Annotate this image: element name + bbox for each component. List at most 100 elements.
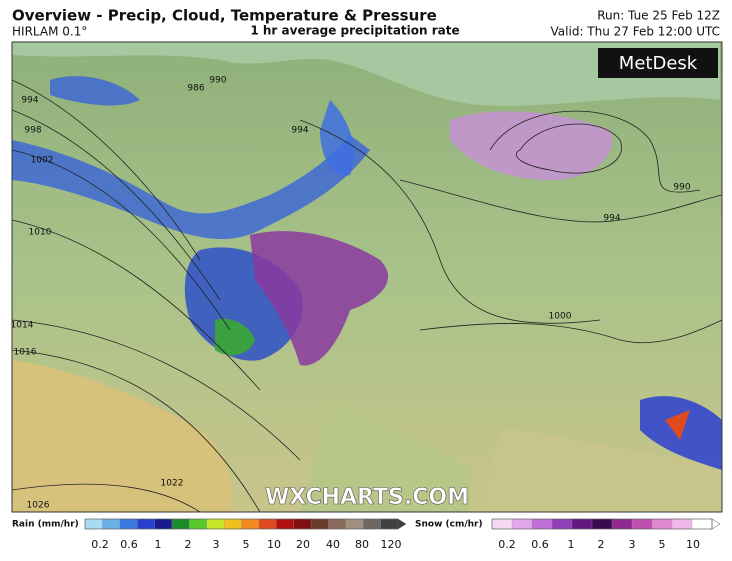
legend-swatch [651, 518, 673, 530]
legend-swatch [102, 518, 121, 530]
precip-north-sea [320, 100, 354, 176]
isobar-label: 1000 [549, 312, 572, 322]
legend-label: 40 [326, 538, 340, 551]
legend-swatch [119, 518, 138, 530]
legend-swatch [380, 518, 399, 530]
legend-label: 0.2 [498, 538, 516, 551]
title: Overview - Precip, Cloud, Temperature & … [12, 7, 437, 25]
isobar-label: 1002 [31, 156, 54, 166]
isobar [489, 110, 701, 193]
isobar-label: 990 [209, 76, 226, 86]
med-sea [300, 400, 470, 512]
isobar-label: 986 [187, 84, 204, 94]
south-east [480, 430, 722, 512]
legend-frame [84, 518, 399, 530]
isobar [12, 149, 231, 331]
legend-label: 120 [381, 538, 402, 551]
isobar-label: 1022 [161, 479, 184, 489]
heavy-rain [215, 318, 255, 356]
legend-label: 5 [243, 538, 250, 551]
legend-arrow [711, 518, 721, 530]
legend-label: 3 [629, 538, 636, 551]
legend-label: 10 [686, 538, 700, 551]
isobar-label: 994 [21, 96, 38, 106]
snow-legend-title: Snow (cm/hr) [415, 520, 483, 530]
legend-swatch [189, 518, 208, 530]
isobar-label: 1014 [11, 321, 34, 331]
legend-swatch [241, 518, 260, 530]
snow-north-east [450, 111, 613, 181]
legend-swatch [154, 518, 173, 530]
legend-swatch [84, 518, 103, 530]
isobar [299, 119, 601, 324]
sea-north [12, 42, 720, 106]
legend: 0.2 0.6 1 2 3 5 10 20 40 80 120 0.2 0.6 1 2 3 5 10 [84, 518, 721, 551]
legend-swatch [345, 518, 364, 530]
legend-swatch [276, 518, 295, 530]
legend-swatch [293, 518, 312, 530]
isobar-label: 998 [24, 126, 41, 136]
legend-label: 0.6 [120, 538, 138, 551]
isobars [12, 79, 722, 512]
legend-swatch [571, 518, 593, 530]
legend-swatch [671, 518, 693, 530]
valid: Valid: Thu 27 Feb 12:00 UTC [551, 25, 720, 39]
isobar-label: 994 [291, 126, 308, 136]
legend-label: 2 [598, 538, 605, 551]
legend-swatch [551, 518, 573, 530]
legend-swatch [611, 518, 633, 530]
legend-label: 3 [213, 538, 220, 551]
heavy-rain-east [665, 410, 690, 440]
logo: MetDesk [619, 53, 698, 74]
isobar-label: 1016 [14, 348, 37, 358]
logo-box [598, 48, 718, 78]
legend-swatch [310, 518, 329, 530]
legend-label: 20 [296, 538, 310, 551]
legend-label: 10 [267, 538, 281, 551]
legend-label: 0.2 [91, 538, 109, 551]
map-frame [11, 41, 723, 513]
watermark: WXCHARTS.COM [265, 485, 469, 510]
legend-label: 80 [355, 538, 369, 551]
legend-swatch [491, 518, 513, 530]
legend-swatch [691, 518, 713, 530]
isobar-low [515, 123, 622, 174]
legend-swatch [223, 518, 242, 530]
isobar [12, 79, 201, 261]
isobar [12, 319, 301, 461]
isobar [12, 109, 221, 301]
legend-swatch [511, 518, 533, 530]
legend-swatch [531, 518, 553, 530]
legend-label: 2 [185, 538, 192, 551]
legend-swatch [137, 518, 156, 530]
legend-swatch [258, 518, 277, 530]
legend-swatch [171, 518, 190, 530]
isobar [419, 319, 722, 344]
isobar-label: 1010 [29, 228, 52, 238]
legend-frame [491, 518, 713, 530]
map-area: 994 998 1002 1010 1014 1016 1022 1026 986 990 994 9… [11, 42, 722, 512]
legend-label: 1 [155, 538, 162, 551]
legend-arrow [397, 518, 407, 530]
legend-swatch [363, 518, 382, 530]
snow-central [250, 231, 389, 366]
legend-label: 0.6 [531, 538, 549, 551]
legend-label: 1 [568, 538, 575, 551]
isobar-label: 990 [673, 183, 690, 193]
iberia [12, 360, 232, 512]
legend-label: 5 [659, 538, 666, 551]
isobar-label: 1026 [27, 501, 50, 511]
isobar [12, 483, 201, 512]
model: HIRLAM 0.1° [12, 25, 87, 39]
precip-north-west [50, 76, 140, 106]
legend-swatch [631, 518, 653, 530]
legend-swatch [591, 518, 613, 530]
legend-swatch [206, 518, 225, 530]
rain-legend-title: Rain (mm/hr) [12, 520, 79, 530]
isobar-label: 994 [603, 214, 620, 224]
isobar [399, 179, 722, 223]
isobar-labels: 994 998 1002 1010 1014 1016 1022 1026 986 990 994 9… [11, 76, 691, 511]
isobar [12, 349, 261, 512]
